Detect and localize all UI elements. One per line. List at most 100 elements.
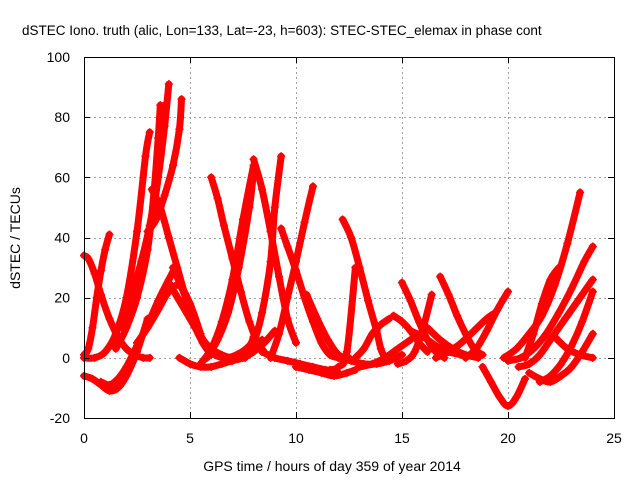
data-point bbox=[88, 323, 97, 332]
series-markers bbox=[126, 80, 173, 302]
y-tick-labels: -20 0 20 40 60 80 100 bbox=[47, 49, 71, 426]
data-point bbox=[478, 362, 487, 371]
data-point bbox=[323, 335, 332, 344]
data-point bbox=[175, 296, 184, 305]
data-point bbox=[588, 287, 597, 296]
data-point bbox=[470, 326, 479, 335]
x-tick-label: 20 bbox=[500, 430, 516, 446]
series-markers bbox=[478, 362, 529, 410]
data-point bbox=[557, 371, 565, 380]
data-point bbox=[217, 359, 226, 368]
data-point bbox=[304, 365, 313, 374]
data-point bbox=[292, 362, 300, 371]
series-markers bbox=[514, 275, 597, 371]
data-point bbox=[330, 371, 339, 380]
data-point bbox=[567, 362, 576, 371]
data-point bbox=[270, 353, 279, 362]
data-point bbox=[105, 230, 114, 239]
data-point bbox=[376, 344, 385, 353]
data-point bbox=[249, 338, 258, 347]
data-point bbox=[292, 266, 300, 275]
y-tick-label: 40 bbox=[54, 230, 70, 246]
data-point bbox=[504, 401, 512, 410]
data-point bbox=[122, 371, 131, 380]
data-point bbox=[431, 341, 440, 350]
data-point bbox=[567, 284, 576, 293]
data-point bbox=[164, 80, 173, 89]
data-point bbox=[84, 344, 93, 353]
data-point bbox=[431, 353, 440, 362]
data-point bbox=[154, 173, 163, 182]
data-point bbox=[364, 296, 373, 305]
data-point bbox=[143, 227, 152, 236]
data-point bbox=[113, 383, 122, 392]
data-point bbox=[342, 347, 351, 356]
data-point bbox=[512, 344, 521, 353]
data-point bbox=[576, 188, 585, 197]
data-point bbox=[423, 323, 432, 332]
data-point bbox=[164, 278, 173, 287]
data-point bbox=[398, 350, 406, 359]
x-tick-label: 10 bbox=[288, 430, 304, 446]
series-markers bbox=[525, 329, 597, 386]
y-axis-label: dSTEC / TECUs bbox=[7, 187, 23, 289]
data-point bbox=[145, 353, 154, 362]
data-point bbox=[270, 326, 279, 335]
data-point bbox=[576, 350, 585, 359]
data-point bbox=[111, 329, 120, 338]
series-markers bbox=[196, 161, 258, 368]
data-point bbox=[525, 368, 534, 377]
series-trace bbox=[551, 333, 597, 362]
data-point bbox=[520, 374, 529, 383]
data-point bbox=[145, 128, 154, 137]
data-point bbox=[414, 338, 423, 347]
data-point bbox=[175, 353, 184, 362]
data-point bbox=[554, 308, 563, 317]
data-point bbox=[588, 329, 597, 338]
data-point bbox=[241, 353, 250, 362]
data-point bbox=[258, 185, 267, 194]
data-point bbox=[292, 257, 300, 266]
data-point bbox=[376, 320, 385, 329]
data-point bbox=[88, 374, 97, 383]
data-point bbox=[175, 125, 184, 134]
data-point bbox=[224, 308, 233, 317]
data-point bbox=[487, 377, 496, 386]
data-point bbox=[236, 287, 245, 296]
data-point bbox=[156, 152, 165, 161]
data-point bbox=[334, 362, 343, 371]
series-markers bbox=[355, 335, 415, 371]
data-point bbox=[202, 353, 211, 362]
x-tick-label: 25 bbox=[606, 430, 622, 446]
data-point bbox=[393, 344, 402, 353]
data-point bbox=[196, 329, 205, 338]
data-point bbox=[275, 329, 284, 338]
series-markers bbox=[550, 332, 597, 362]
series-trace bbox=[80, 252, 154, 362]
data-point bbox=[578, 290, 587, 299]
data-point bbox=[537, 311, 546, 320]
y-tick-label: 80 bbox=[54, 109, 70, 125]
series-trace bbox=[197, 161, 258, 368]
series-markers bbox=[202, 167, 258, 362]
data-point bbox=[557, 320, 565, 329]
data-point bbox=[101, 245, 110, 254]
data-point bbox=[359, 344, 368, 353]
data-point bbox=[546, 275, 555, 284]
data-point bbox=[239, 215, 247, 224]
data-point bbox=[440, 353, 449, 362]
data-point bbox=[453, 311, 462, 320]
data-point bbox=[578, 317, 587, 326]
data-point bbox=[554, 263, 563, 272]
series-markers bbox=[351, 314, 394, 362]
series-markers bbox=[520, 263, 563, 362]
data-point bbox=[84, 254, 93, 263]
data-point bbox=[160, 122, 169, 131]
data-point bbox=[154, 296, 163, 305]
data-point bbox=[474, 353, 483, 362]
data-point bbox=[550, 332, 559, 341]
data-point bbox=[105, 380, 114, 389]
data-point bbox=[105, 314, 114, 323]
y-tick-label: 0 bbox=[62, 350, 70, 366]
